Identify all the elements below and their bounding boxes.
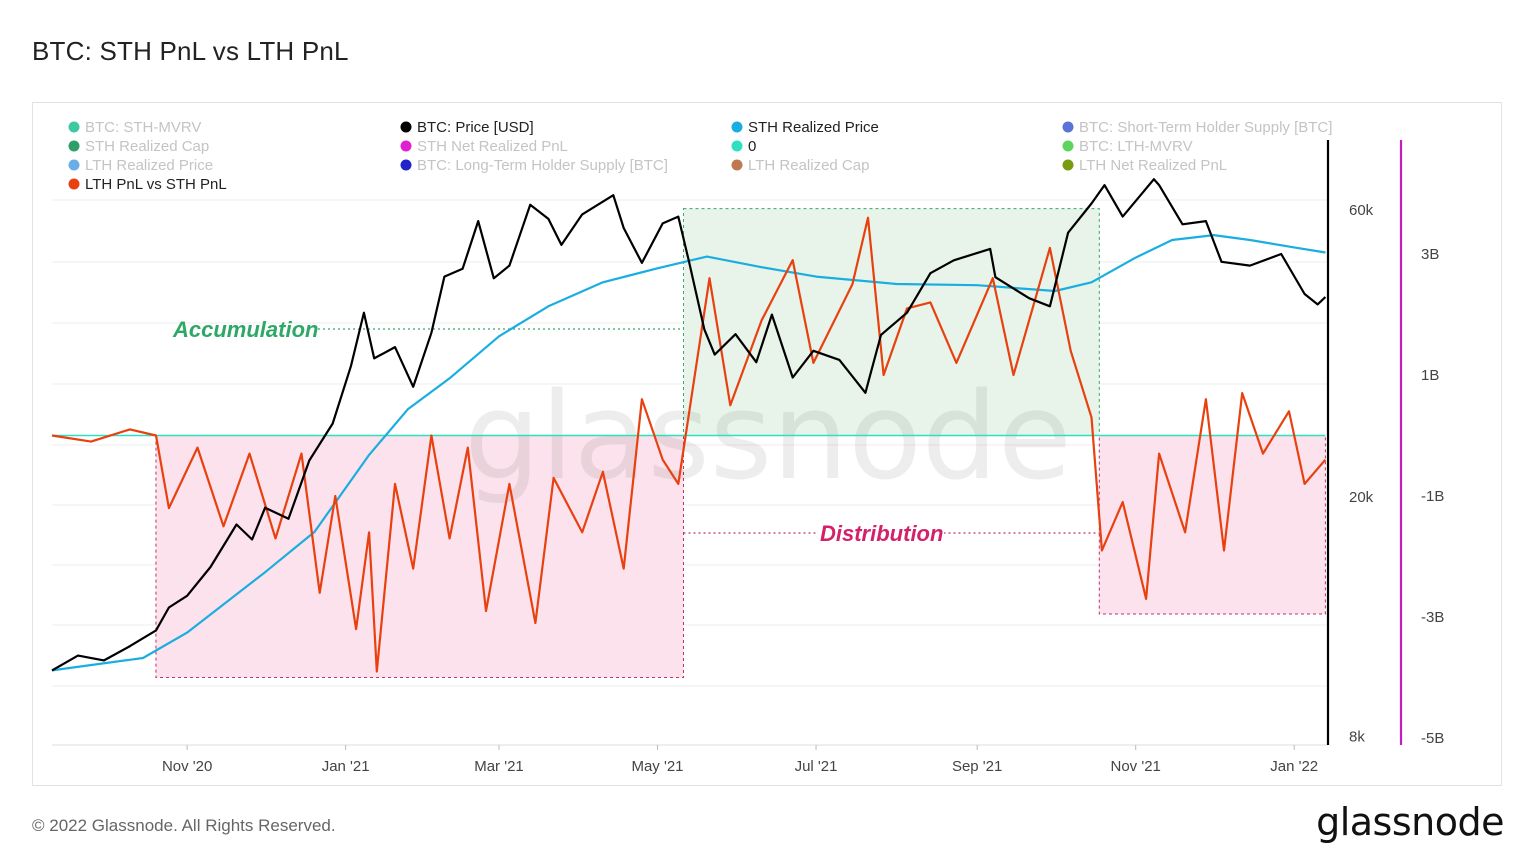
watermark: glassnode	[464, 368, 1072, 507]
legend-item[interactable]: BTC: Short-Term Holder Supply [BTC]	[1079, 119, 1332, 136]
sth-realized-price-line	[51, 234, 1326, 672]
legend-item[interactable]: BTC: STH-MVRV	[85, 119, 201, 136]
distribution-zone	[1098, 435, 1326, 615]
accumulation-label: Accumulation	[172, 317, 318, 342]
legend-marker[interactable]	[400, 159, 412, 171]
page-title: BTC: STH PnL vs LTH PnL	[32, 36, 349, 66]
x-tick-label: Mar '21	[474, 758, 524, 775]
legend-marker[interactable]	[68, 178, 80, 190]
y-right-tick-label: -3B	[1421, 609, 1444, 626]
x-tick-label: Jul '21	[795, 758, 838, 775]
distribution-label-bg	[816, 519, 944, 545]
lth-vs-sth-pnl-line	[51, 216, 1327, 673]
chart-frame	[32, 102, 1502, 786]
legend-marker[interactable]	[1062, 159, 1074, 171]
legend-item[interactable]: BTC: Price [USD]	[417, 119, 534, 136]
legend-item[interactable]: LTH PnL vs STH PnL	[85, 176, 227, 193]
y-left-tick-label: 60k	[1349, 202, 1374, 219]
legend-marker[interactable]	[400, 121, 412, 133]
glassnode-logo: glassnode	[1316, 800, 1504, 844]
y-right-tick-label: -5B	[1421, 730, 1444, 747]
x-tick-label: Sep '21	[952, 758, 1002, 775]
x-tick-label: Nov '20	[162, 758, 212, 775]
legend-item[interactable]: STH Net Realized PnL	[417, 138, 568, 155]
y-right-tick-label: 3B	[1421, 246, 1439, 263]
legend-item[interactable]: 0	[748, 138, 756, 155]
x-tick-label: Jan '22	[1270, 758, 1318, 775]
legend-marker[interactable]	[1062, 121, 1074, 133]
price-line	[51, 178, 1327, 672]
legend-marker[interactable]	[731, 159, 743, 171]
legend-marker[interactable]	[68, 159, 80, 171]
legend-item[interactable]: BTC: LTH-MVRV	[1079, 138, 1193, 155]
copyright-footer: © 2022 Glassnode. All Rights Reserved.	[32, 816, 336, 835]
legend-item[interactable]: STH Realized Price	[748, 119, 879, 136]
y-right-tick-label: -1B	[1421, 488, 1444, 505]
legend-item[interactable]: STH Realized Cap	[85, 138, 209, 155]
x-tick-label: May '21	[631, 758, 683, 775]
legend-marker[interactable]	[731, 140, 743, 152]
legend-marker[interactable]	[1062, 140, 1074, 152]
legend-marker[interactable]	[68, 121, 80, 133]
legend-marker[interactable]	[68, 140, 80, 152]
legend-item[interactable]: LTH Realized Cap	[748, 157, 869, 174]
y-right-tick-label: 1B	[1421, 367, 1439, 384]
distribution-zone	[155, 435, 685, 678]
legend-item[interactable]: BTC: Long-Term Holder Supply [BTC]	[417, 157, 668, 174]
x-tick-label: Jan '21	[322, 758, 370, 775]
accumulation-zone	[683, 208, 1100, 436]
distribution-label: Distribution	[820, 521, 943, 546]
legend-item[interactable]: LTH Realized Price	[85, 157, 213, 174]
y-left-tick-label: 20k	[1349, 489, 1374, 506]
legend-marker[interactable]	[400, 140, 412, 152]
x-tick-label: Nov '21	[1110, 758, 1160, 775]
legend-item[interactable]: LTH Net Realized PnL	[1079, 157, 1227, 174]
legend-marker[interactable]	[731, 121, 743, 133]
y-left-tick-label: 8k	[1349, 728, 1365, 745]
